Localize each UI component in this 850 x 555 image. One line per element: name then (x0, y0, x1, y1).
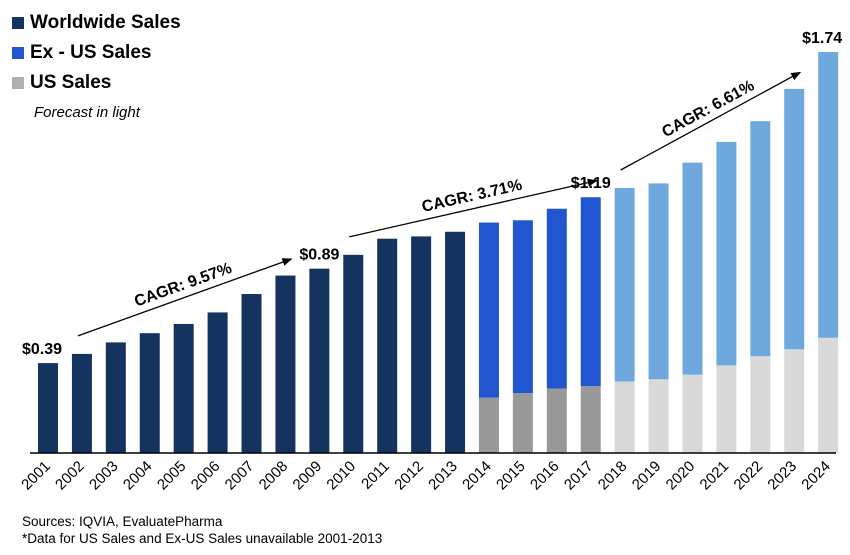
bar-us-2019 (648, 379, 669, 453)
legend-item-worldwide: Worldwide Sales (12, 8, 181, 38)
x-tick-2020: 2020 (663, 458, 699, 494)
bar-ex-us-2014 (478, 222, 499, 398)
x-tick-2002: 2002 (52, 458, 88, 494)
x-tick-2011: 2011 (358, 458, 393, 493)
chart-legend: Worldwide Sales Ex - US Sales US Sales F… (12, 8, 181, 121)
x-tick-2023: 2023 (764, 458, 800, 494)
bar-us-2015 (512, 393, 533, 453)
bar-us-2017 (580, 386, 601, 453)
x-tick-2024: 2024 (798, 458, 834, 494)
bar-worldwide-2012 (411, 236, 432, 453)
x-tick-2001: 2001 (18, 458, 54, 494)
cagr-label-2: CAGR: 3.71% (420, 177, 523, 216)
bar-ex-us-2017 (580, 197, 601, 387)
legend-label-ex-us: Ex - US Sales (30, 42, 152, 63)
legend-item-ex-us: Ex - US Sales (12, 38, 181, 68)
x-tick-2003: 2003 (86, 458, 122, 494)
bar-worldwide-2004 (139, 333, 160, 453)
x-tick-2022: 2022 (731, 458, 767, 494)
bar-us-2024 (818, 337, 839, 453)
bar-worldwide-2003 (105, 342, 126, 453)
bar-us-2021 (716, 365, 737, 453)
bar-worldwide-2008 (275, 275, 296, 453)
x-tick-2016: 2016 (527, 458, 563, 494)
legend-label-worldwide: Worldwide Sales (30, 12, 181, 33)
bar-ex-us-2022 (750, 121, 771, 357)
bar-worldwide-2005 (173, 323, 194, 453)
x-tick-2012: 2012 (391, 458, 427, 494)
bar-worldwide-2007 (241, 294, 262, 453)
x-tick-2015: 2015 (493, 458, 529, 494)
x-tick-2018: 2018 (595, 458, 631, 494)
bar-worldwide-2009 (309, 268, 330, 453)
bar-worldwide-2006 (207, 312, 228, 453)
sources-footnote: Sources: IQVIA, EvaluatePharma *Data for… (22, 513, 382, 547)
x-tick-2008: 2008 (256, 458, 292, 494)
x-tick-2006: 2006 (188, 458, 224, 494)
bar-us-2023 (784, 349, 805, 453)
x-tick-2005: 2005 (154, 458, 190, 494)
value-label-2001: $0.39 (22, 341, 62, 358)
x-tick-2017: 2017 (561, 458, 597, 494)
value-label-2009: $0.89 (299, 247, 339, 264)
bar-ex-us-2024 (818, 52, 839, 338)
bar-ex-us-2018 (614, 188, 635, 382)
bar-us-2020 (682, 374, 703, 453)
x-tick-2007: 2007 (222, 458, 258, 494)
cagr-arrow-3 (620, 71, 802, 171)
bar-ex-us-2020 (682, 162, 703, 375)
x-tick-2010: 2010 (323, 458, 359, 494)
forecast-note: Forecast in light (34, 104, 140, 121)
cagr-arrow-2 (349, 178, 598, 238)
x-tick-2013: 2013 (425, 458, 461, 494)
x-tick-2021: 2021 (697, 458, 733, 494)
legend-swatch-worldwide (12, 17, 24, 29)
bar-us-2022 (750, 356, 771, 453)
value-label-2017: $1.19 (571, 175, 611, 192)
legend-swatch-ex-us (12, 47, 24, 59)
bar-us-2018 (614, 381, 635, 453)
bar-ex-us-2019 (648, 183, 669, 380)
bar-worldwide-2002 (71, 353, 92, 453)
bar-worldwide-2011 (377, 238, 398, 453)
bar-us-2016 (546, 388, 567, 453)
x-tick-2009: 2009 (290, 458, 326, 494)
bar-worldwide-2010 (343, 254, 364, 453)
bar-ex-us-2015 (512, 220, 533, 394)
bar-ex-us-2023 (784, 88, 805, 350)
bar-us-2014 (478, 397, 499, 453)
x-tick-2019: 2019 (629, 458, 665, 494)
data-note-line: *Data for US Sales and Ex-US Sales unava… (22, 531, 383, 546)
cagr-label-3: CAGR: 6.61% (659, 77, 757, 141)
x-tick-2004: 2004 (120, 458, 156, 494)
bar-worldwide-2001 (38, 363, 58, 453)
value-label-2024: $1.74 (802, 30, 842, 47)
bar-ex-us-2021 (716, 141, 737, 366)
bar-worldwide-2013 (445, 231, 466, 453)
legend-label-us: US Sales (30, 72, 112, 93)
x-tick-2014: 2014 (459, 458, 495, 494)
legend-item-us: US Sales (12, 68, 181, 98)
bar-ex-us-2016 (546, 208, 567, 389)
sources-line: Sources: IQVIA, EvaluatePharma (22, 514, 223, 529)
cagr-arrow-1 (77, 258, 293, 337)
legend-swatch-us (12, 77, 24, 89)
